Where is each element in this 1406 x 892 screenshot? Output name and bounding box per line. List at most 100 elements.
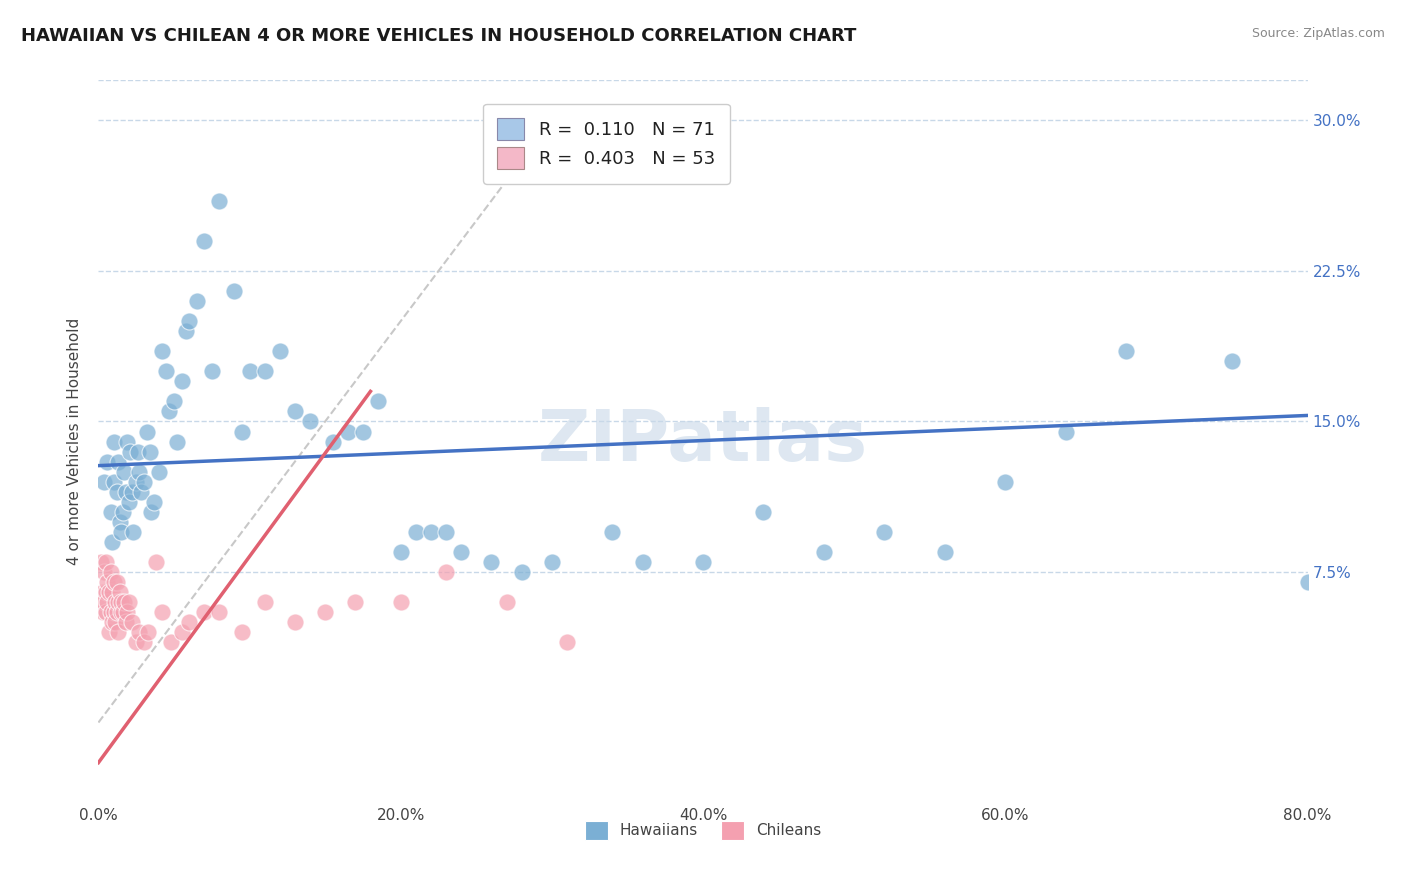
- Point: [104, 595, 127, 609]
- Point: [179, 615, 201, 630]
- Point: [98, 585, 121, 599]
- Point: [284, 615, 307, 630]
- Point: [107, 455, 129, 469]
- Point: [115, 434, 138, 449]
- Point: [94, 605, 117, 619]
- Point: [122, 524, 145, 539]
- Point: [193, 234, 215, 248]
- Point: [284, 404, 307, 418]
- Point: [121, 484, 143, 499]
- Point: [120, 444, 142, 458]
- Point: [121, 615, 143, 630]
- Point: [118, 595, 141, 609]
- Point: [90, 555, 112, 569]
- Point: [101, 585, 124, 599]
- Point: [100, 605, 122, 619]
- Point: [93, 595, 115, 609]
- Point: [107, 625, 129, 640]
- Point: [129, 484, 152, 499]
- Point: [231, 425, 253, 439]
- Point: [389, 595, 412, 609]
- Point: [1220, 354, 1243, 368]
- Text: ZIPatlas: ZIPatlas: [538, 407, 868, 476]
- Point: [96, 455, 118, 469]
- Point: [450, 545, 472, 559]
- Point: [103, 434, 125, 449]
- Point: [159, 404, 181, 418]
- Point: [132, 475, 155, 489]
- Point: [934, 545, 956, 559]
- Y-axis label: 4 or more Vehicles in Household: 4 or more Vehicles in Household: [67, 318, 83, 566]
- Point: [555, 635, 578, 649]
- Point: [186, 293, 208, 308]
- Point: [434, 524, 457, 539]
- Point: [145, 555, 167, 569]
- Point: [96, 595, 118, 609]
- Point: [405, 524, 427, 539]
- Point: [208, 605, 231, 619]
- Point: [101, 615, 124, 630]
- Point: [110, 524, 132, 539]
- Point: [344, 595, 367, 609]
- Point: [434, 565, 457, 579]
- Point: [91, 585, 114, 599]
- Point: [1054, 425, 1077, 439]
- Point: [127, 444, 149, 458]
- Point: [602, 524, 624, 539]
- Legend: Hawaiians, Chileans: Hawaiians, Chileans: [578, 815, 828, 846]
- Point: [1296, 574, 1319, 589]
- Point: [540, 555, 562, 569]
- Point: [104, 615, 127, 630]
- Point: [253, 364, 276, 378]
- Point: [143, 494, 166, 508]
- Point: [112, 465, 135, 479]
- Point: [201, 364, 224, 378]
- Point: [108, 515, 131, 529]
- Point: [110, 595, 132, 609]
- Point: [336, 425, 359, 439]
- Point: [93, 475, 115, 489]
- Point: [692, 555, 714, 569]
- Point: [105, 605, 128, 619]
- Point: [160, 635, 183, 649]
- Point: [118, 494, 141, 508]
- Point: [170, 375, 193, 389]
- Point: [125, 475, 148, 489]
- Point: [994, 475, 1017, 489]
- Point: [128, 625, 150, 640]
- Point: [813, 545, 835, 559]
- Point: [103, 574, 125, 589]
- Point: [155, 364, 177, 378]
- Point: [239, 364, 262, 378]
- Point: [141, 505, 163, 519]
- Point: [91, 605, 114, 619]
- Point: [299, 414, 322, 429]
- Point: [163, 394, 186, 409]
- Point: [752, 505, 775, 519]
- Point: [94, 555, 117, 569]
- Point: [103, 605, 125, 619]
- Point: [107, 595, 129, 609]
- Point: [314, 605, 336, 619]
- Point: [96, 574, 118, 589]
- Point: [101, 534, 124, 549]
- Point: [367, 394, 389, 409]
- Point: [100, 505, 122, 519]
- Point: [193, 605, 215, 619]
- Point: [420, 524, 443, 539]
- Point: [111, 605, 134, 619]
- Point: [1115, 344, 1137, 359]
- Point: [481, 555, 503, 569]
- Point: [139, 444, 162, 458]
- Point: [132, 635, 155, 649]
- Point: [150, 344, 173, 359]
- Point: [150, 605, 173, 619]
- Point: [103, 475, 125, 489]
- Point: [269, 344, 291, 359]
- Point: [128, 465, 150, 479]
- Point: [114, 615, 136, 630]
- Point: [112, 595, 135, 609]
- Point: [148, 465, 170, 479]
- Point: [231, 625, 253, 640]
- Point: [174, 324, 197, 338]
